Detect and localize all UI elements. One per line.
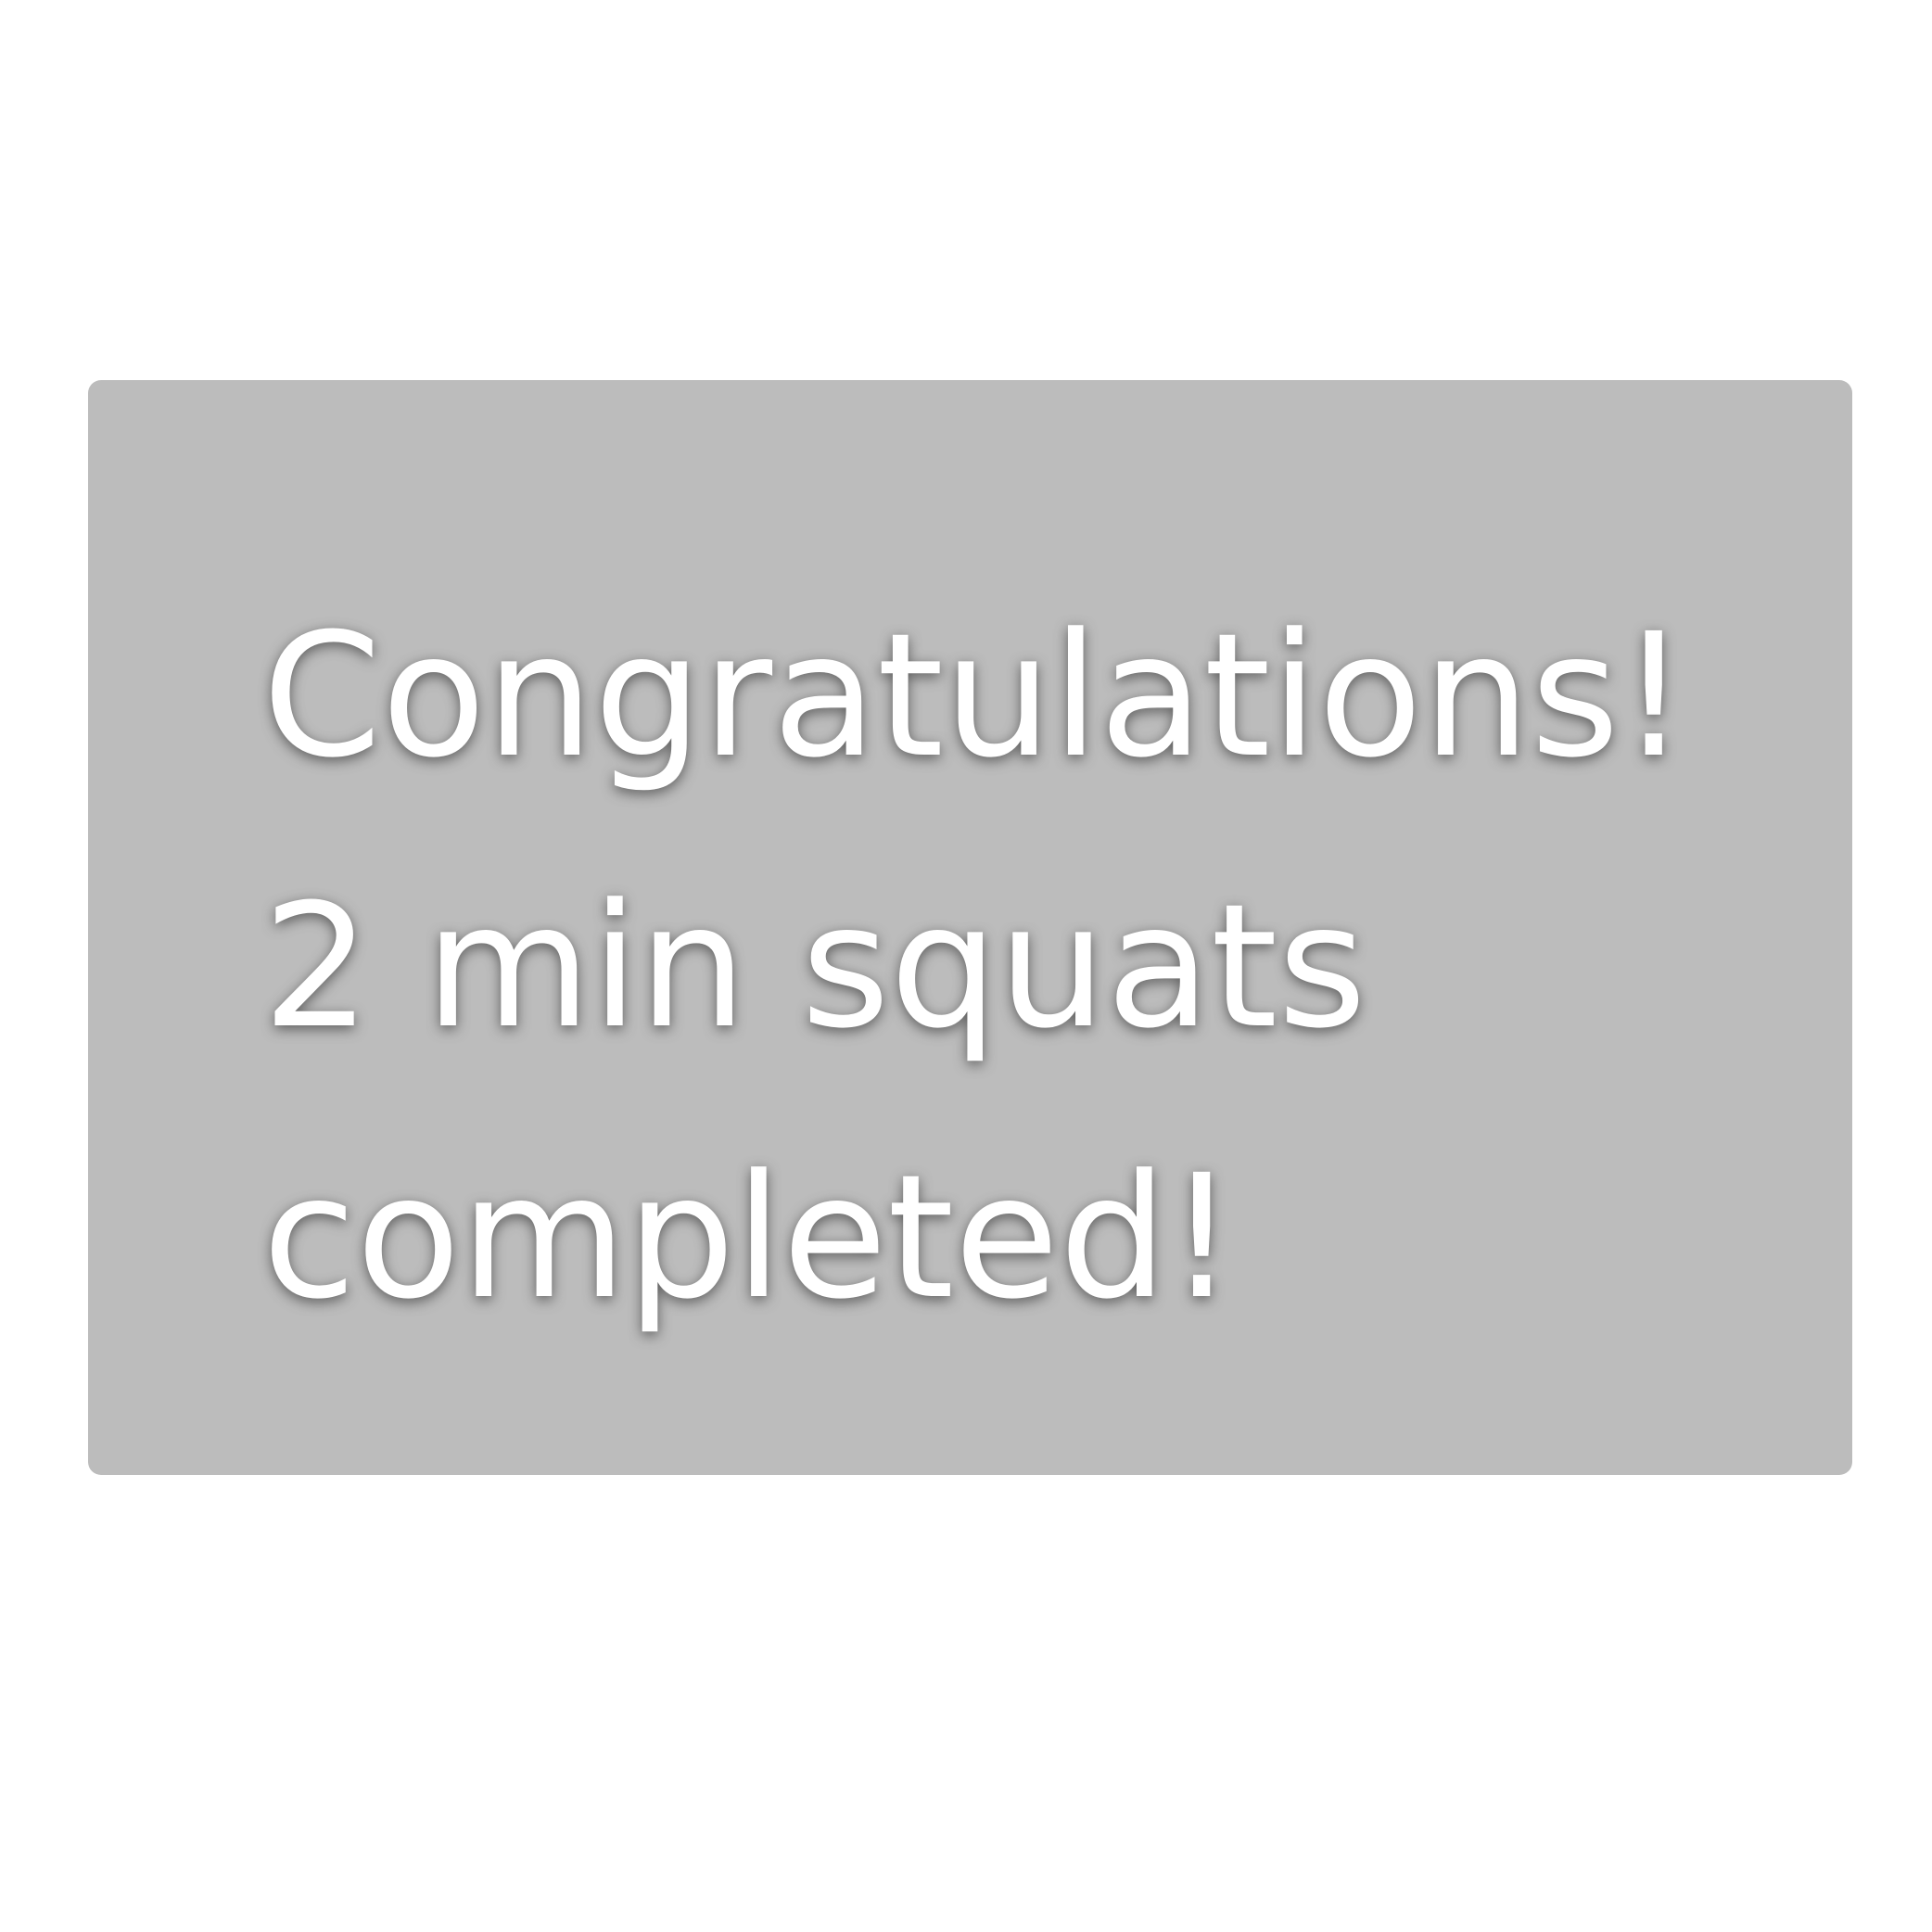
completion-message: Congratulations! 2 min squats completed! xyxy=(262,561,1709,1373)
exercise-duration-text: 2 min squats xyxy=(262,868,1367,1066)
congratulations-text: Congratulations! xyxy=(262,597,1688,795)
completion-status-text: completed! xyxy=(262,1138,1237,1337)
completion-panel: Congratulations! 2 min squats completed! xyxy=(88,380,1852,1475)
